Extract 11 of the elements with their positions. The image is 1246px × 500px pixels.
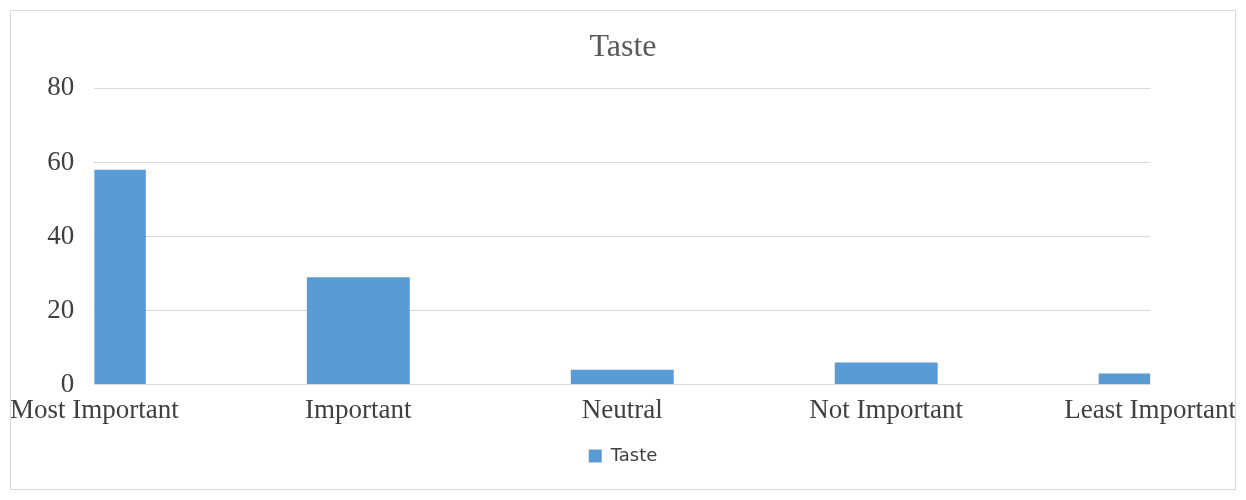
y-tick-label: 20: [47, 293, 75, 324]
y-tick-label: 60: [47, 145, 75, 176]
bar: [570, 369, 674, 385]
y-tick-label: 40: [47, 219, 75, 250]
x-tick-label: Not Important: [809, 393, 964, 424]
legend-label: Taste: [609, 443, 658, 465]
chart-title: Taste: [589, 26, 657, 63]
x-tick-label: Important: [305, 393, 413, 424]
y-tick-label: 80: [47, 71, 75, 102]
x-tick-label: Neutral: [581, 393, 663, 424]
x-tick-label: Least Important: [1064, 393, 1237, 424]
